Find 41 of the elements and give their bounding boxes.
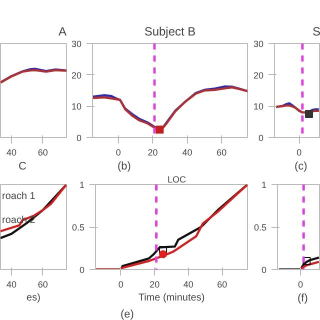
y-tick-label: 0: [79, 265, 85, 275]
x-tick-label: 60: [216, 148, 227, 158]
x-tick-label: 0: [298, 280, 304, 290]
x-tick-label: 40: [6, 148, 17, 158]
text: LOC: [168, 174, 187, 184]
text: (c): [294, 160, 308, 172]
text: (b): [118, 160, 131, 172]
y-tick-label: 0.5: [254, 222, 267, 232]
y-tick-label: 0: [76, 133, 82, 143]
y-tick-label: 20: [253, 70, 264, 80]
y-tick-label: 10: [253, 102, 264, 112]
x-tick-label: 40: [183, 280, 194, 290]
y-tick-label: 1: [79, 180, 85, 190]
y-tick-label: 30: [71, 39, 82, 49]
chart-title: A: [58, 24, 67, 38]
x-tick-label: 60: [217, 280, 228, 290]
x-tick-label: 20: [148, 148, 158, 158]
x-tick-label: 60: [38, 280, 48, 290]
x-tick-label: 40: [182, 148, 192, 158]
x-tick-label: 20: [150, 280, 160, 290]
x-tick-label: 0: [118, 280, 124, 290]
x-tick-label: 40: [6, 280, 17, 290]
x-tick-label: 0: [296, 148, 302, 158]
text: (e): [120, 308, 134, 320]
y-tick-label: 10: [71, 102, 82, 112]
y-tick-label: 1: [261, 180, 267, 190]
x-tick-label: 0: [116, 148, 121, 158]
line-series: [278, 256, 320, 270]
y-tick-label: 0.5: [72, 222, 85, 232]
y-tick-label: 20: [71, 70, 82, 80]
y-tick-label: 0: [258, 133, 264, 143]
text: C: [18, 160, 26, 172]
x-axis-title: Time (minutes): [138, 292, 205, 304]
y-tick-label: 30: [253, 39, 264, 49]
chart-title: Subject B: [144, 24, 196, 38]
y-tick-label: 0: [261, 265, 267, 275]
x-axis-title: es): [26, 292, 40, 304]
series-label: roach 1: [2, 190, 36, 202]
text: (f): [298, 292, 308, 304]
chart-title: S: [312, 24, 320, 38]
x-tick-label: 60: [38, 148, 48, 158]
